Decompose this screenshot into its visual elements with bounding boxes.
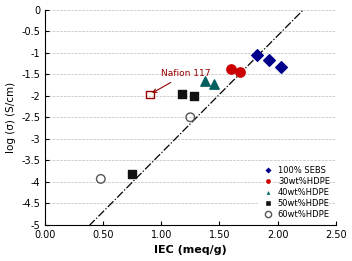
50wt%HDPE	[191, 94, 197, 98]
30wt%HDPE	[228, 67, 234, 71]
100% SEBS	[254, 53, 259, 57]
Y-axis label: log (σ) (S/cm): log (σ) (S/cm)	[6, 82, 15, 153]
60wt%HDPE	[188, 115, 193, 119]
60wt%HDPE	[98, 177, 103, 181]
100% SEBS	[266, 58, 272, 62]
40wt%HDPE	[211, 82, 216, 86]
40wt%HDPE	[203, 79, 208, 83]
X-axis label: IEC (meq/g): IEC (meq/g)	[154, 245, 227, 256]
50wt%HDPE	[129, 172, 135, 176]
Point	[147, 92, 152, 97]
Legend: 100% SEBS, 30wt%HDPE, 40wt%HDPE, 50wt%HDPE, 60wt%HDPE: 100% SEBS, 30wt%HDPE, 40wt%HDPE, 50wt%HD…	[258, 164, 332, 221]
100% SEBS	[278, 65, 284, 69]
30wt%HDPE	[238, 70, 243, 74]
Text: Nafion 117: Nafion 117	[153, 69, 211, 92]
50wt%HDPE	[180, 92, 185, 97]
